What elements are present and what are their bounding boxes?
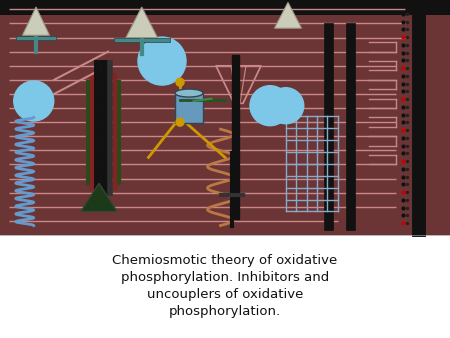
Text: Chemiosmotic theory of oxidative
phosphorylation. Inhibitors and
uncouplers of o: Chemiosmotic theory of oxidative phospho…	[112, 255, 338, 318]
Circle shape	[176, 118, 184, 126]
Polygon shape	[22, 7, 50, 35]
Circle shape	[138, 37, 186, 85]
Bar	[16, 35, 56, 40]
Bar	[0, 0, 450, 15]
Ellipse shape	[175, 89, 203, 97]
Circle shape	[250, 86, 290, 126]
Bar	[0, 235, 450, 338]
Polygon shape	[81, 183, 117, 212]
Polygon shape	[126, 7, 158, 38]
Circle shape	[176, 78, 184, 86]
Circle shape	[268, 88, 304, 124]
Bar	[114, 38, 170, 42]
Polygon shape	[274, 2, 302, 28]
Bar	[0, 0, 450, 235]
Circle shape	[14, 81, 54, 121]
Bar	[175, 93, 203, 123]
